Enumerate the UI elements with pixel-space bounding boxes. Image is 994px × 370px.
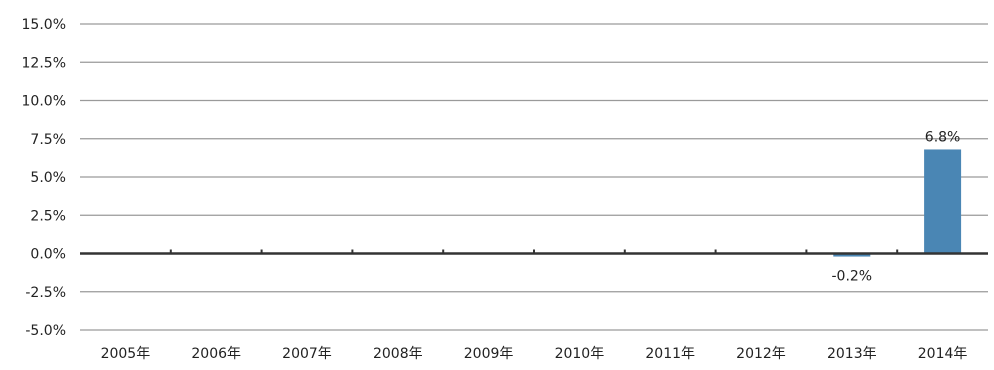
y-tick-label: 10.0% <box>22 94 66 110</box>
y-tick-label: -5.0% <box>25 323 66 339</box>
x-tick-label: 2011年 <box>645 346 695 362</box>
data-label: -0.2% <box>831 269 872 285</box>
y-tick-label: 7.5% <box>30 132 66 148</box>
data-label: 6.8% <box>925 129 961 145</box>
x-tick-label: 2012年 <box>736 346 786 362</box>
y-tick-label: 12.5% <box>22 55 66 71</box>
labels: 15.0% 12.5% 10.0% 7.5% 5.0% 2.5% 0.0% -2.5% -5.0… <box>22 17 968 362</box>
bars <box>833 149 962 257</box>
y-tick-label: 15.0% <box>22 17 66 33</box>
x-tick-label: 2007年 <box>282 346 332 362</box>
y-tick-label: 2.5% <box>30 208 66 224</box>
x-tick-label: 2009年 <box>464 346 514 362</box>
x-tick-label: 2006年 <box>191 346 241 362</box>
x-tick-label: 2008年 <box>373 346 423 362</box>
y-tick-label: 5.0% <box>30 170 66 186</box>
x-tick-label: 2005年 <box>101 346 151 362</box>
bar <box>833 253 871 257</box>
x-tick-label: 2013年 <box>827 346 877 362</box>
y-tick-label: 0.0% <box>30 247 66 263</box>
gridlines <box>80 23 988 331</box>
x-axis <box>80 249 988 255</box>
x-tick-label: 2014年 <box>918 346 968 362</box>
y-tick-label: -2.5% <box>25 285 66 301</box>
x-tick-label: 2010年 <box>555 346 605 362</box>
bar <box>924 149 962 254</box>
